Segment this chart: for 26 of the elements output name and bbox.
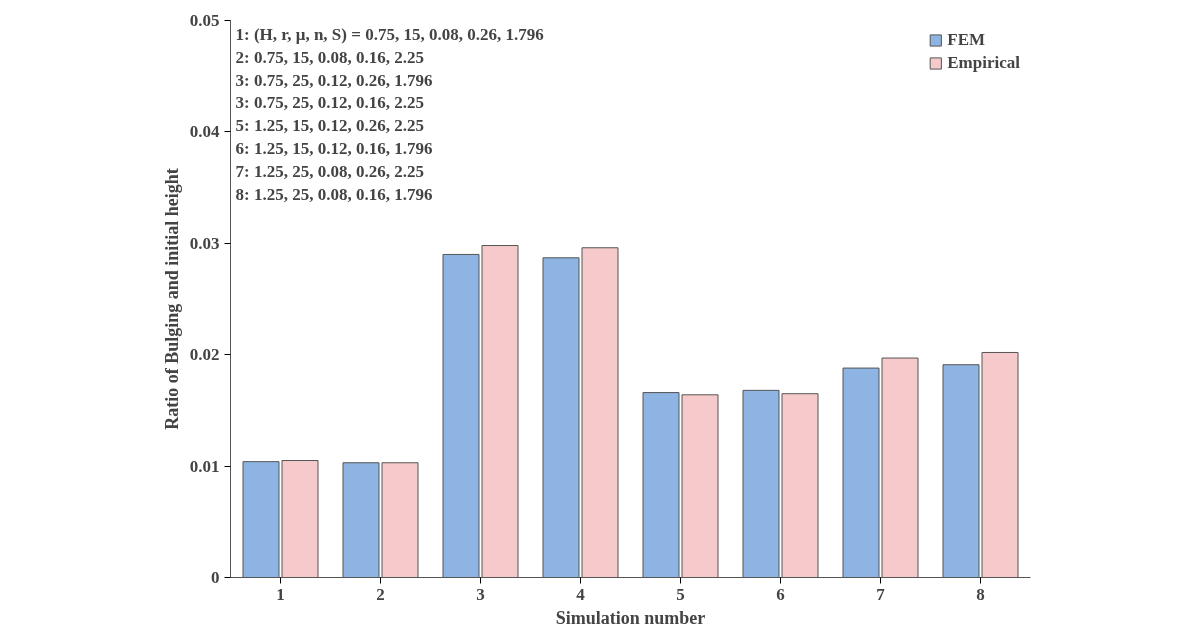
y-tick-label: 0.01 [189, 456, 220, 476]
x-axis-title: Simulation number [555, 607, 706, 628]
x-tick-label: 5 [676, 584, 685, 604]
x-tick-label: 3 [476, 584, 485, 604]
x-tick-label: 6 [776, 584, 785, 604]
y-tick-label: 0.03 [189, 233, 220, 253]
legend-label: FEM [947, 30, 986, 50]
y-axis-title: Ratio of Bulging and initial height [161, 168, 182, 430]
annotation: 2: 0.75, 15, 0.08, 0.16, 2.25 [235, 47, 424, 67]
annotation: 6: 1.25, 15, 0.12, 0.16, 1.796 [235, 139, 433, 159]
annotation: 5: 1.25, 15, 0.12, 0.26, 2.25 [235, 116, 424, 136]
x-tick-label: 4 [576, 584, 586, 604]
x-tick-label: 7 [876, 584, 886, 604]
y-tick-label: 0.04 [189, 122, 220, 142]
x-tick-label: 2 [376, 584, 385, 604]
text: 0 [211, 568, 220, 587]
x-tick-label: 1 [276, 584, 285, 604]
x-tick-label: 8 [976, 584, 985, 604]
annotation: 8: 1.25, 25, 0.08, 0.16, 1.796 [235, 184, 433, 204]
y-tick-label: 0.02 [189, 345, 220, 365]
annotation: 1: (H, r, μ, n, S) = 0.75, 15, 0.08, 0.26, 1.796 [235, 24, 544, 44]
annotation: 3: 0.75, 25, 0.12, 0.26, 1.796 [235, 70, 433, 90]
annotation: 7: 1.25, 25, 0.08, 0.26, 2.25 [235, 161, 424, 181]
legend-label: Empirical [947, 53, 1020, 73]
y-tick-label: 0.05 [189, 11, 220, 30]
annotation: 3: 0.75, 25, 0.12, 0.16, 2.25 [235, 93, 424, 113]
